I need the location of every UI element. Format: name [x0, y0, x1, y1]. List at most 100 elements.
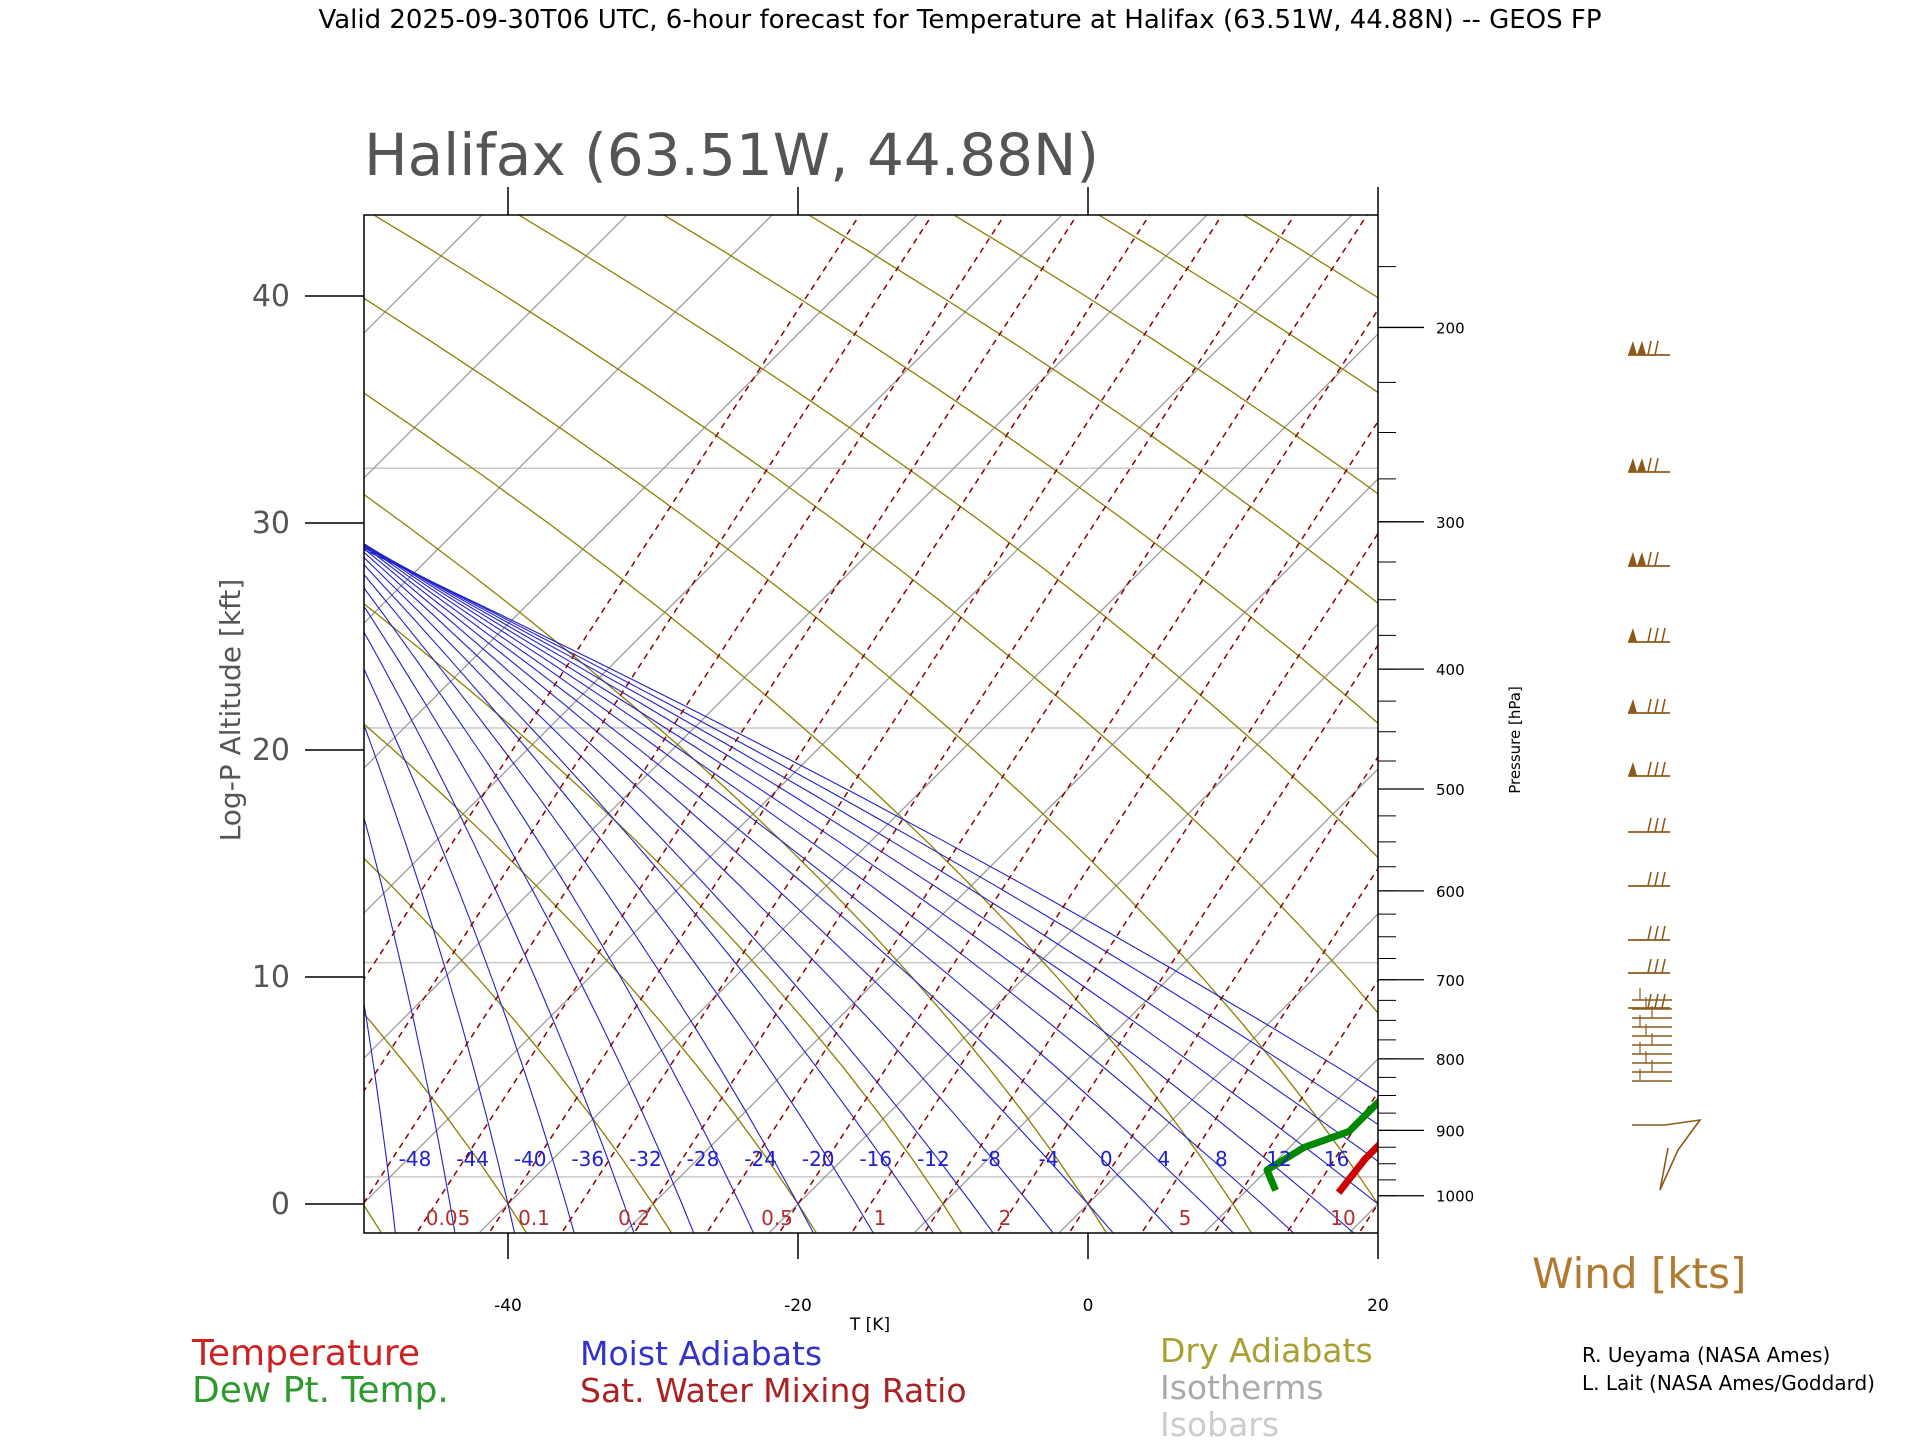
mixing-ratio-line [1784, 160, 1920, 1250]
pressure-label: 900 [1436, 1122, 1465, 1140]
mixing-ratio-line [364, 215, 861, 981]
moist-adiabat-label: 0 [1100, 1147, 1113, 1171]
isotherm-line [0, 160, 102, 1250]
dry-adiabat-line [364, 723, 818, 1233]
credit-line-1: R. Ueyama (NASA Ames) [1582, 1343, 1830, 1367]
mixing-ratio-label: 1 [874, 1206, 887, 1230]
wind-barb [1628, 958, 1670, 974]
legend-isotherms: Isotherms [1160, 1368, 1324, 1407]
moist-adiabat-label: 4 [1157, 1147, 1170, 1171]
moist-adiabat-line [364, 543, 1295, 1233]
moist-adiabat-label: -36 [571, 1147, 604, 1171]
moist-adiabat-line [364, 547, 1378, 1126]
wind-barb [1628, 993, 1670, 1009]
moist-adiabat-line [364, 543, 1235, 1233]
y-tick-label: 10 [252, 960, 290, 995]
legend: Temperature Dew Pt. Temp. Moist Adiabats… [191, 1249, 1875, 1440]
moist-adiabat-line [364, 631, 635, 1233]
moist-adiabat-line [364, 723, 516, 1233]
wind-barb [1628, 817, 1670, 833]
moist-adiabat-line [364, 547, 1054, 1233]
dry-adiabat-line [662, 215, 1378, 725]
isotherm-line [768, 623, 1378, 1233]
legend-temperature: Temperature [191, 1333, 420, 1374]
wind-barb [1628, 925, 1670, 941]
mixing-ratio-line [995, 643, 1378, 1233]
isotherm-line [1203, 1058, 1378, 1233]
isotherm-line [364, 215, 628, 479]
x-axis-label: T [K] [849, 1315, 890, 1335]
chart-header: Valid 2025-09-30T06 UTC, 6-hour forecast… [318, 5, 1601, 35]
isotherm-line [0, 160, 247, 1250]
moist-adiabat-line [364, 543, 1175, 1233]
isotherm-line [364, 215, 483, 334]
mixing-ratio-line [364, 215, 933, 1093]
pressure-label: 400 [1436, 661, 1465, 679]
dry-adiabat-line [1586, 160, 1920, 1250]
plot-area [0, 160, 1920, 1250]
moist-adiabat-line [364, 587, 755, 1233]
moist-adiabat-line [364, 1000, 396, 1233]
isotherm-line [1058, 913, 1378, 1233]
x-tick-label: -40 [494, 1296, 522, 1316]
dry-adiabat-line [364, 1012, 528, 1233]
mixing-ratio-line [1140, 867, 1378, 1233]
mixing-ratio-line [923, 532, 1378, 1233]
mixing-ratio-label: 10 [1330, 1206, 1355, 1230]
moist-adiabat-line [364, 544, 1378, 1205]
isotherm-line [364, 215, 1063, 914]
mixing-ratio-line [1494, 160, 1920, 1250]
moist-adiabat-label: 8 [1215, 1147, 1228, 1171]
isotherm-line [364, 215, 1353, 1204]
pressure-label: 700 [1436, 972, 1465, 990]
moist-adiabat-label: -20 [802, 1147, 835, 1171]
moist-adiabat-line [364, 605, 695, 1233]
moist-adiabat-label: -4 [1039, 1147, 1059, 1171]
mixing-ratio-line [488, 215, 1151, 1233]
moist-adiabat-line [364, 815, 456, 1233]
mixing-ratio-line [1566, 160, 1920, 1250]
wind-title: Wind [kts] [1532, 1249, 1746, 1298]
wind-barbs [1628, 340, 1702, 1191]
dry-adiabat-line [364, 297, 1378, 1206]
moist-adiabat-label: -24 [744, 1147, 777, 1171]
pressure-label: 200 [1436, 319, 1465, 337]
pressure-axis-label: Pressure [hPa] [1506, 686, 1524, 794]
mixing-ratio-label: 0.5 [761, 1206, 793, 1230]
mixing-ratio-line [1213, 979, 1378, 1233]
isotherm-line [623, 478, 1378, 1233]
moist-adiabat-label: -48 [399, 1147, 432, 1171]
mixing-ratio-label: 0.1 [518, 1206, 550, 1230]
moist-adiabat-label: -40 [514, 1147, 547, 1171]
dewpoint-profile-line [1263, 1097, 1378, 1192]
dry-adiabat-line [364, 603, 963, 1233]
wind-barb [1628, 457, 1670, 473]
mixing-ratio-line [633, 215, 1296, 1233]
dry-adiabat-line [364, 392, 1253, 1233]
y-tick-label: 30 [252, 506, 290, 541]
wind-barb [1628, 627, 1670, 643]
chart-title: Halifax (63.51W, 44.88N) [364, 121, 1099, 189]
mixing-ratio-line [1639, 160, 1920, 1250]
dry-adiabat-line [517, 215, 1378, 859]
dry-adiabat-line [0, 160, 102, 1250]
moist-adiabat-line [364, 543, 1355, 1233]
moist-adiabat-line [364, 545, 1114, 1233]
mixing-ratio-line [1421, 160, 1920, 1250]
mixing-ratio-line [364, 215, 1006, 1204]
moist-adiabat-line [364, 549, 1378, 1093]
legend-dewpoint: Dew Pt. Temp. [192, 1370, 449, 1411]
y-tick-label: 40 [252, 279, 290, 314]
legend-isobars: Isobars [1160, 1405, 1279, 1440]
mixing-ratio-label: 0.2 [618, 1206, 650, 1230]
isotherm-line [913, 768, 1378, 1233]
moist-adiabat-label: -16 [859, 1147, 892, 1171]
pressure-label: 1000 [1436, 1188, 1474, 1206]
pressure-label: 300 [1436, 514, 1465, 532]
dry-adiabat-line [1876, 160, 1920, 1250]
legend-dry-adiabats: Dry Adiabats [1160, 1331, 1373, 1370]
mixing-ratio-line [1285, 1090, 1378, 1233]
legend-mixing-ratio: Sat. Water Mixing Ratio [580, 1371, 967, 1410]
isotherm-line [364, 215, 773, 624]
